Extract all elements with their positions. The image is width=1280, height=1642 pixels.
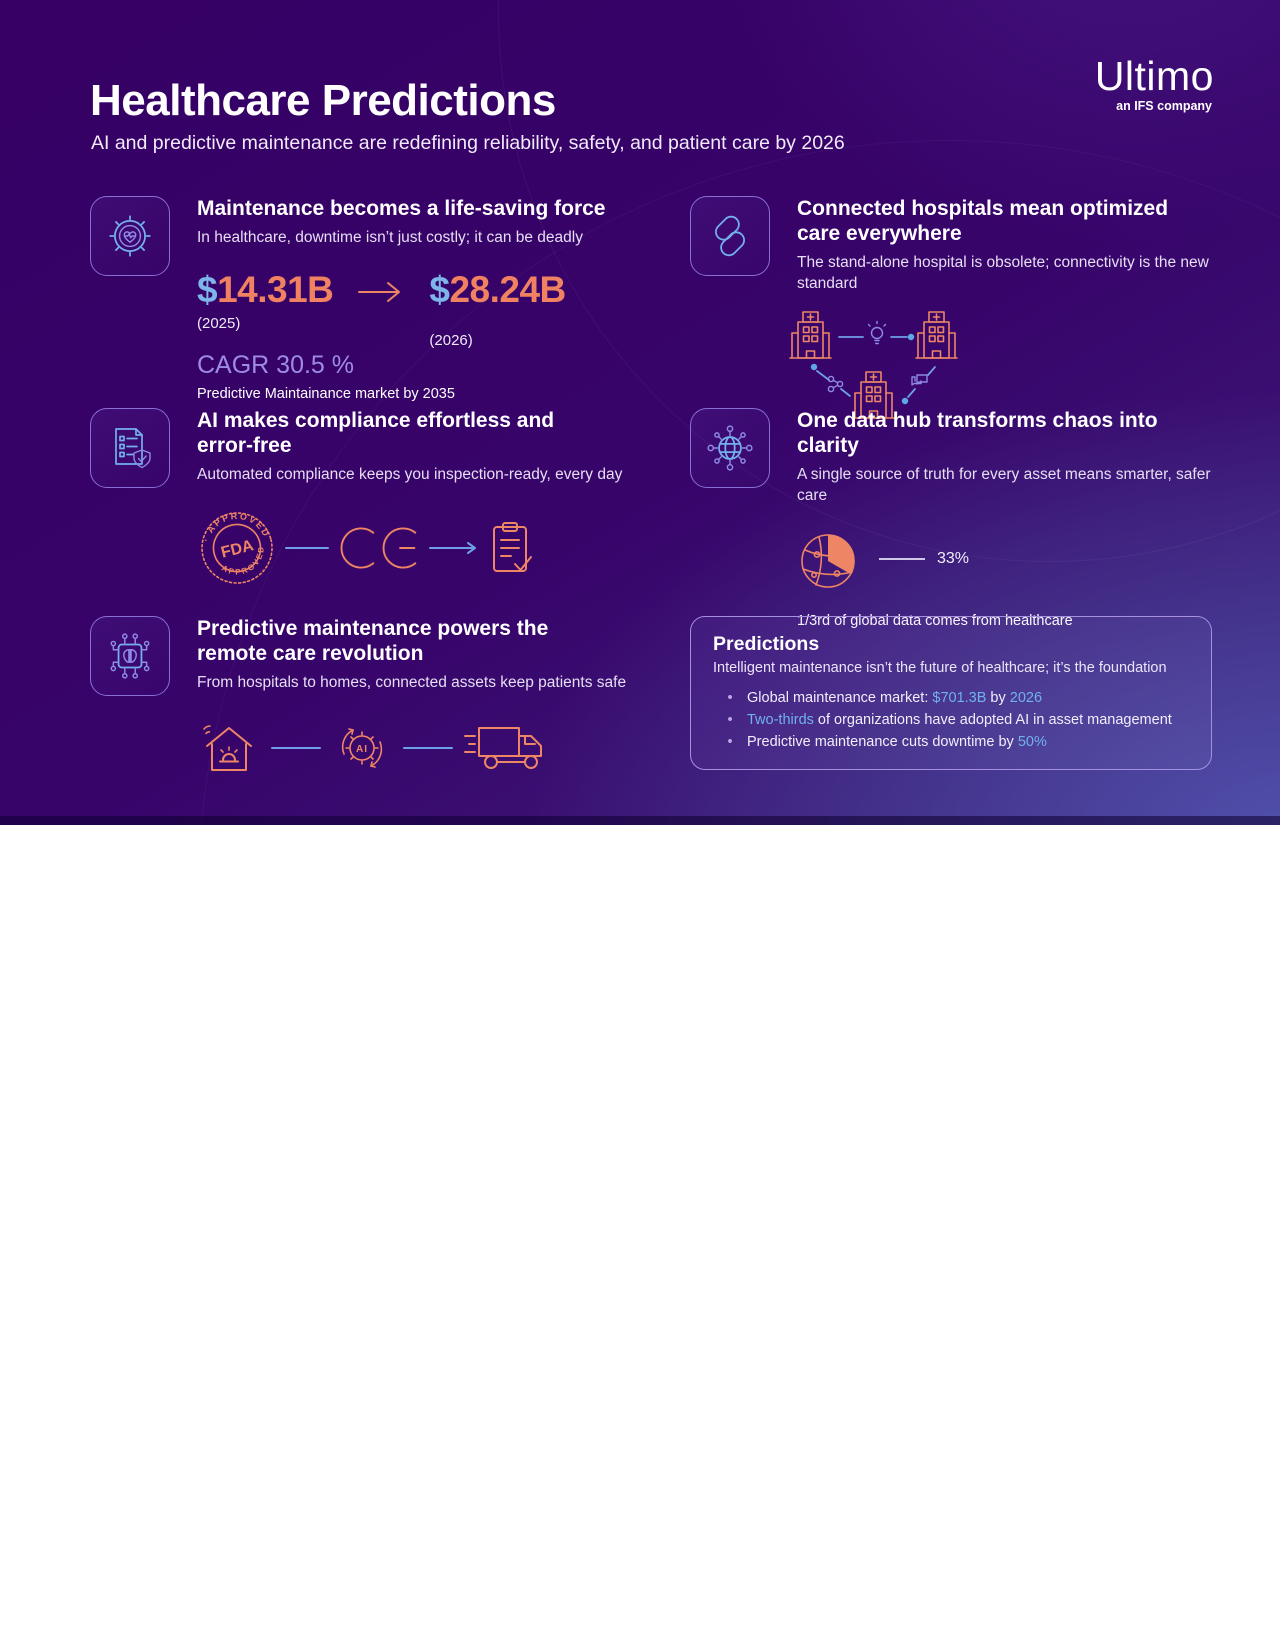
fda-stamp-icon: · APPROVED · APPROVED FDA (184, 493, 277, 588)
section-title: Maintenance becomes a life-saving force (197, 197, 606, 220)
market-caption: Predictive Maintainance market by 2035 (197, 386, 455, 403)
connector-arrow (429, 541, 481, 555)
connector-line (285, 547, 329, 550)
stat-year: (2025) (197, 315, 241, 333)
section-title: Predictive maintenance powers the remote… (197, 617, 549, 666)
clipboard-check-icon (487, 520, 533, 576)
connector-line (271, 747, 321, 750)
share-icon (827, 375, 844, 393)
logo-tagline: an IFS company (1116, 99, 1212, 113)
gear-heart-icon (90, 196, 170, 276)
hub-caption: 1/3rd of global data comes from healthca… (797, 613, 1230, 629)
section-remote: Predictive maintenance powers the remote… (90, 616, 670, 780)
section-subtitle: In healthcare, downtime isn’t just costl… (197, 229, 583, 247)
predictions-title: Predictions (713, 633, 820, 655)
arrow-right-icon (357, 279, 405, 305)
stat-2025: $14.31B (2025) (197, 269, 334, 333)
data-pie: 33% (797, 525, 1230, 593)
section-hub: One data hub transforms chaos into clari… (690, 408, 1230, 629)
bullet-highlight: $701.3B (932, 690, 987, 706)
checklist-shield-icon (90, 408, 170, 488)
prediction-item: • Two-thirds of organizations have adopte… (713, 709, 1189, 731)
logo-brand-text: Ultimo (1094, 53, 1214, 99)
bullet-text: of organizations have adopted AI in asse… (813, 712, 1172, 729)
predictions-box: Predictions Intelligent maintenance isn’… (690, 616, 1212, 771)
section-subtitle: A single source of truth for every asset… (797, 466, 1211, 505)
section-subtitle: Automated compliance keeps you inspectio… (197, 466, 623, 484)
fda-label: FDA (219, 537, 255, 562)
compliance-icons: · APPROVED · APPROVED FDA (184, 493, 670, 588)
ce-mark-icon (337, 522, 423, 574)
page-title: Healthcare Predictions (90, 76, 556, 125)
remote-icons: AI (197, 716, 670, 780)
globe-pie-icon (797, 525, 865, 593)
delivery-truck-icon (463, 720, 547, 776)
stat-year: (2026) (429, 332, 473, 350)
data-hub-icon (690, 408, 770, 488)
section-connected: Connected hospitals mean optimized care … (690, 196, 1230, 425)
prediction-item: • Predictive maintenance cuts downtime by… (713, 731, 1189, 753)
hospital-network (789, 309, 1230, 425)
predictions-subtitle: Intelligent maintenance isn’t the future… (713, 660, 1167, 676)
ai-gear-icon: AI (331, 717, 393, 779)
section-title: Connected hospitals mean optimized care … (797, 197, 1169, 246)
stat-value: 14.31B (217, 269, 334, 311)
page-subtitle: AI and predictive maintenance are redefi… (91, 132, 845, 154)
bullet-dot: • (727, 690, 733, 706)
stat-2026: $28.24B (2026) (429, 269, 566, 350)
bottom-edge-strip (0, 816, 1280, 825)
bullet-highlight: Two-thirds (747, 712, 814, 729)
ai-label: AI (356, 744, 368, 755)
bullet-dot: • (727, 734, 733, 751)
pie-percent: 33% (937, 550, 970, 568)
bullet-highlight: 2026 (1009, 690, 1043, 706)
market-stats: $14.31B (2025) $28.24B (2026) (197, 271, 670, 349)
chain-link-icon (690, 196, 770, 276)
ultimo-logo: Ultimo an IFS company (1094, 53, 1214, 114)
prediction-item: • Global maintenance market: $701.3B by 2… (713, 687, 1189, 709)
smart-home-icon (197, 716, 261, 780)
section-compliance: AI makes compliance effortless and error… (90, 408, 670, 588)
connector-line (403, 747, 453, 750)
currency-symbol: $ (197, 269, 218, 311)
bullet-text: Predictive maintenance cuts downtime by (747, 734, 1018, 751)
bullet-text: by (986, 690, 1010, 706)
cagr-value: CAGR 30.5 % (197, 351, 355, 380)
bullet-highlight: 50% (1017, 734, 1047, 751)
section-subtitle: From hospitals to homes, connected asset… (197, 674, 627, 692)
section-subtitle: The stand-alone hospital is obsolete; co… (797, 254, 1209, 293)
lightbulb-icon (867, 321, 887, 345)
chat-icon (911, 374, 928, 386)
predictions-list: • Global maintenance market: $701.3B by 2… (713, 687, 1189, 753)
section-title: AI makes compliance effortless and error… (197, 409, 555, 458)
ai-chip-icon (90, 616, 170, 696)
currency-symbol: $ (429, 269, 450, 311)
callout-line (879, 558, 925, 561)
section-title: One data hub transforms chaos into clari… (797, 409, 1158, 458)
stat-value: 28.24B (449, 269, 566, 311)
section-market: Maintenance becomes a life-saving force … (90, 196, 670, 402)
bullet-dot: • (727, 712, 733, 729)
bullet-text: Global maintenance market: (747, 690, 933, 706)
